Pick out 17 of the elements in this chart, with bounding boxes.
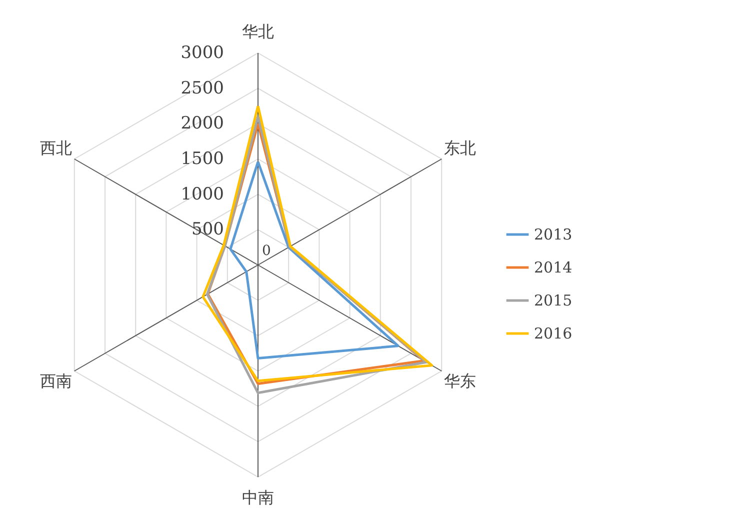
y-tick-label: 3000 [180, 43, 224, 63]
legend-label: 2013 [534, 226, 572, 244]
legend-label: 2015 [534, 292, 572, 310]
spoke-label: 西南 [40, 372, 72, 391]
y-tick-label: 1000 [180, 184, 224, 204]
spoke-label: 华北 [242, 22, 274, 41]
legend-label: 2014 [534, 258, 572, 276]
legend-label: 2016 [534, 324, 572, 342]
spoke-label: 东北 [444, 138, 476, 158]
y-tick-label: 1500 [180, 149, 224, 169]
spoke-label: 华东 [444, 372, 476, 391]
spoke-label: 中南 [242, 488, 274, 508]
y-tick-label: 2000 [180, 114, 224, 134]
y-tick-label: 500 [192, 220, 224, 240]
y-tick-label: 2500 [180, 78, 224, 98]
y-tick-label: 0 [262, 243, 271, 259]
spoke-label: 西北 [40, 138, 72, 158]
